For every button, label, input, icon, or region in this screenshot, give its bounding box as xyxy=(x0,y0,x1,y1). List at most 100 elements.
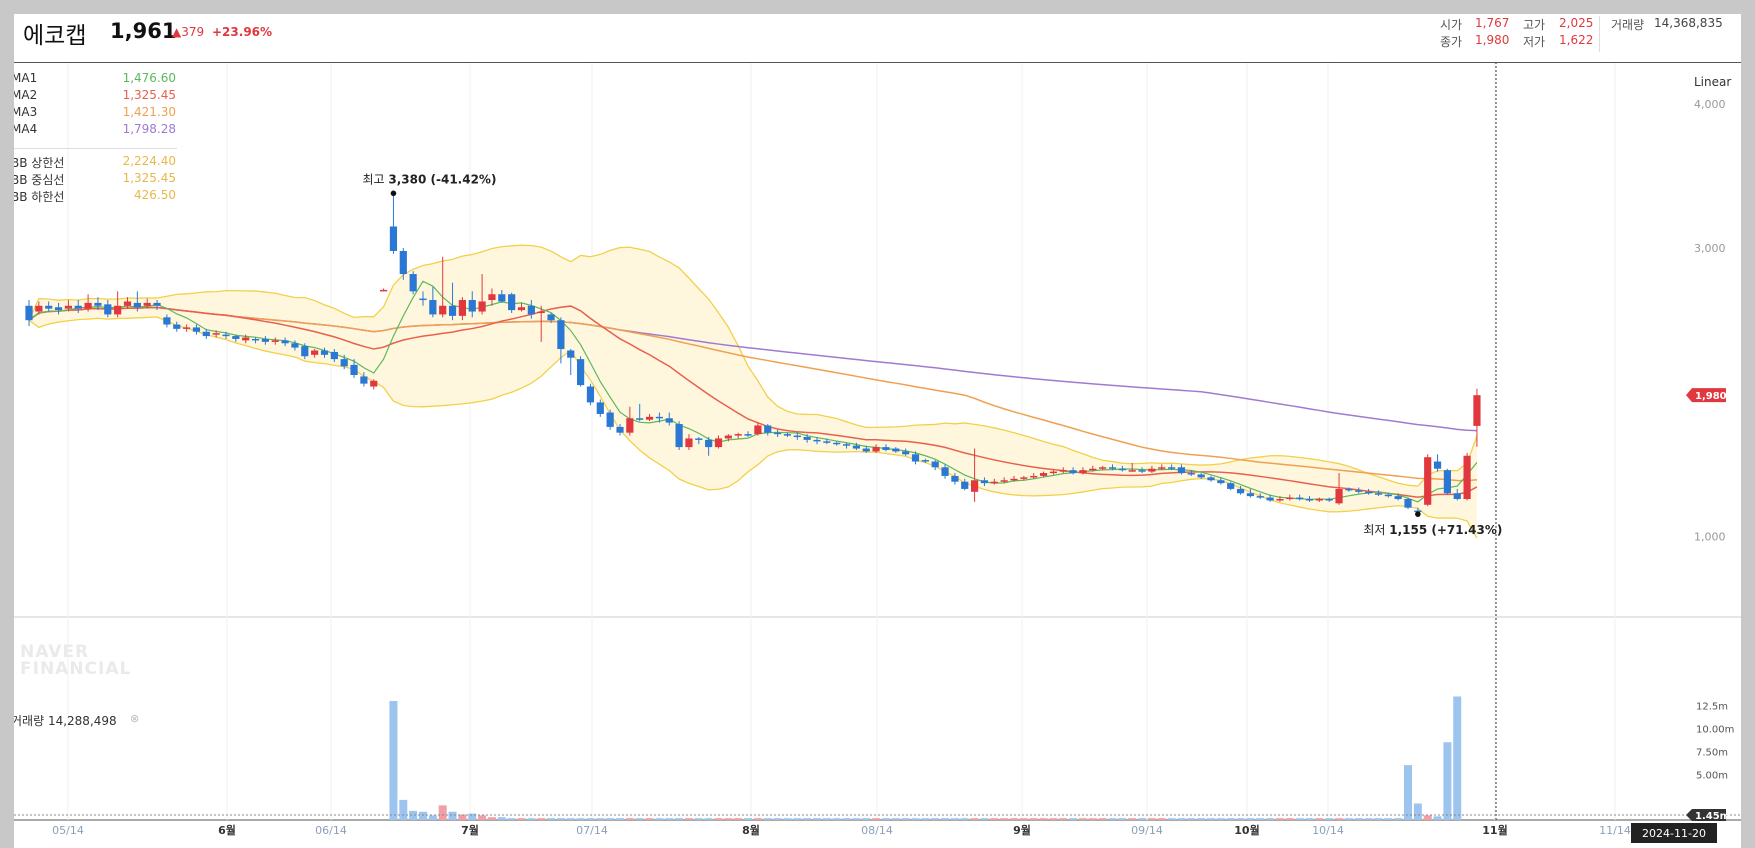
volume-panel-label: 거래량 xyxy=(14,714,45,728)
watermark-line: FINANCIAL xyxy=(20,659,132,679)
candle-body xyxy=(251,338,260,341)
open-value: 1,767 xyxy=(1475,16,1510,30)
stock-header: 에코캡 1,961 ▲379 +23.96% 시가 1,767 종가 1,980… xyxy=(14,14,1741,63)
candle-body xyxy=(803,437,811,440)
close-label: 종가 xyxy=(1440,35,1463,49)
legend-ma1[interactable]: MA1 1,476.60 xyxy=(14,71,176,87)
candle-body xyxy=(320,350,329,355)
bb-lower-line xyxy=(28,316,1478,539)
legend-ma3[interactable]: MA3 1,421.30 xyxy=(14,105,176,121)
volume-bar xyxy=(832,818,841,820)
candle-body xyxy=(833,442,841,445)
candle-body xyxy=(1207,477,1215,481)
candle-body xyxy=(1128,470,1136,472)
candle-body xyxy=(399,250,407,275)
candle-body xyxy=(1266,497,1274,501)
volume-bar xyxy=(1216,818,1225,820)
volume-bar xyxy=(1256,818,1265,820)
volume-bar xyxy=(409,810,418,820)
candle-body xyxy=(25,305,33,321)
volume-panel-title: 거래량 14,288,498 xyxy=(14,712,117,729)
volume-bar xyxy=(655,818,664,820)
annotation-part: 최고 xyxy=(362,172,388,186)
legend-label: MA2 xyxy=(14,88,38,102)
candle-body xyxy=(340,359,348,367)
volume-label: 거래량 xyxy=(1611,18,1645,32)
low-label: 저가 xyxy=(1523,35,1546,49)
legend-bb-middle[interactable]: BB 중심선 1,325.45 xyxy=(14,171,176,187)
candle-body xyxy=(183,327,191,329)
candle-body xyxy=(54,307,63,311)
candle-body xyxy=(645,416,654,420)
volume-bar xyxy=(1305,818,1314,820)
candle-body xyxy=(823,441,831,443)
x-tick-label: 6월 xyxy=(218,823,236,837)
candle-body xyxy=(360,376,368,384)
candle-body xyxy=(557,320,565,350)
price-chart[interactable]: 최고 3,380 (-41.42%) 최저 1,155 (+71.43%) 4,00… xyxy=(14,14,1741,848)
candle-body xyxy=(1325,499,1333,501)
volume-bar xyxy=(891,818,900,820)
x-tick-label: 07/14 xyxy=(576,824,608,837)
volume-bar xyxy=(468,813,477,820)
candle-body xyxy=(1276,499,1284,501)
open-label: 시가 xyxy=(1440,18,1463,32)
candle-body xyxy=(567,350,575,358)
volume-bar xyxy=(1000,818,1009,820)
legend-value: 1,325.45 xyxy=(122,88,176,102)
volume-bar xyxy=(1059,818,1068,820)
annotation-part: 3,380 xyxy=(388,172,430,186)
candle-body xyxy=(1256,496,1264,498)
volume-bar xyxy=(1138,818,1147,820)
candle-body xyxy=(1365,491,1373,494)
candle-body xyxy=(1404,499,1412,508)
legend-ma4[interactable]: MA4 1,798.28 xyxy=(14,122,176,138)
x-icon[interactable]: ⊗ xyxy=(130,712,140,725)
volume-bar xyxy=(1236,818,1245,820)
volume-bar xyxy=(1088,818,1097,820)
volume-bar xyxy=(793,818,802,820)
current-price: 1,961 xyxy=(110,19,177,43)
candle-body xyxy=(261,338,269,342)
x-tick-label: 08/14 xyxy=(861,824,893,837)
legend-bb-lower[interactable]: BB 하한선 426.50 xyxy=(14,188,176,204)
volume-bar xyxy=(389,701,398,820)
volume-bar xyxy=(1157,818,1166,820)
candle-body xyxy=(1168,467,1176,469)
volume-tag-bg xyxy=(1686,809,1726,821)
legend-label: MA4 xyxy=(14,122,38,136)
volume-bar xyxy=(596,818,605,820)
candle-body xyxy=(616,426,624,433)
y-tick-label: 3,000 xyxy=(1694,242,1726,255)
volume-bar xyxy=(586,818,595,820)
candle-body xyxy=(1158,467,1166,469)
candle-body xyxy=(1108,467,1117,469)
volume-bar xyxy=(517,818,526,820)
candle-body xyxy=(488,294,496,301)
scale-selector[interactable]: Linear xyxy=(1694,75,1732,89)
candle-body xyxy=(1463,455,1471,500)
volume-bar xyxy=(625,818,634,820)
volume-bar xyxy=(1453,696,1462,820)
legend-value: 1,798.28 xyxy=(122,122,176,136)
legend-bb-upper[interactable]: BB 상한선 2,224.40 xyxy=(14,154,176,170)
candle-body xyxy=(1374,493,1383,495)
candle-body xyxy=(439,305,447,315)
candle-body xyxy=(498,294,506,302)
high-marker xyxy=(390,190,397,197)
candle-body xyxy=(1148,468,1156,472)
volume-bar xyxy=(842,818,851,820)
high-annotation: 최고 3,380 (-41.42%) xyxy=(362,172,496,186)
volume-bar xyxy=(635,818,644,820)
volume-bar xyxy=(1118,818,1127,820)
volume-bar xyxy=(1029,818,1038,820)
volume-bar xyxy=(487,817,496,820)
candle-body xyxy=(104,304,112,315)
legend-ma2[interactable]: MA2 1,325.45 xyxy=(14,88,176,104)
volume-bar xyxy=(1295,818,1304,820)
volume-bar xyxy=(1344,818,1353,820)
x-tick-label: 11월 xyxy=(1482,823,1507,837)
legend-label: MA1 xyxy=(14,71,38,85)
naver-financial-watermark: NAVER FINANCIAL xyxy=(20,644,131,678)
volume-bar xyxy=(950,818,959,820)
